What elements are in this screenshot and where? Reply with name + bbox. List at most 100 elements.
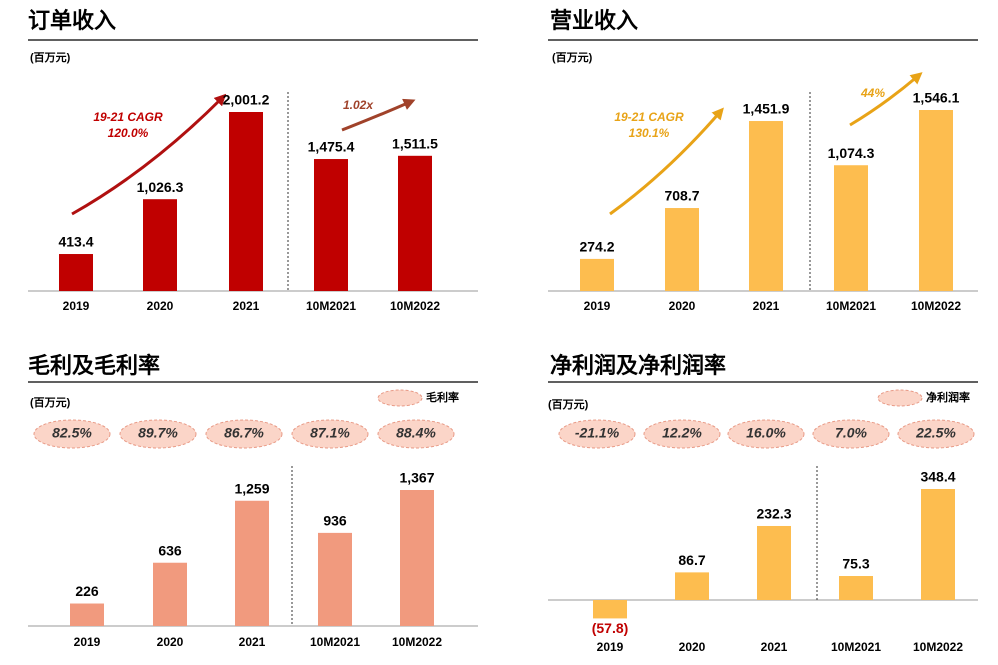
annotation: 44% [860, 86, 885, 100]
margin-label: 16.0% [746, 425, 786, 441]
value-label: 1,451.9 [743, 101, 790, 117]
x-tick-label: 10M2022 [392, 635, 442, 649]
annotation: 19-21 CAGR [614, 110, 684, 124]
legend-label: 毛利率 [426, 390, 459, 404]
bar [70, 603, 104, 626]
legend-swatch [377, 389, 423, 407]
bar [235, 500, 269, 626]
margin-bubble [643, 419, 721, 449]
chart-title: 订单收入 [28, 8, 116, 33]
margin-label: 86.7% [224, 425, 264, 441]
value-label: 1,367 [399, 470, 434, 486]
x-tick-label: 2020 [669, 299, 696, 313]
margin-bubble [727, 419, 805, 449]
x-tick-label: 2019 [597, 640, 624, 654]
value-label: 708.7 [664, 188, 699, 204]
bar [665, 208, 699, 291]
value-label: 1,026.3 [137, 179, 184, 195]
value-label: 1,259 [234, 480, 269, 496]
unit-label: (百万元) [552, 51, 593, 64]
bar [749, 121, 783, 291]
x-tick-label: 2020 [147, 299, 174, 313]
bar [757, 525, 791, 600]
chart-title: 营业收入 [550, 8, 638, 33]
bar [229, 112, 263, 291]
chart-title: 毛利及毛利率 [28, 353, 160, 378]
margin-bubble [812, 419, 890, 449]
margin-label: 87.1% [310, 425, 350, 441]
value-label: 413.4 [58, 234, 93, 250]
x-tick-label: 10M2022 [913, 640, 963, 654]
value-label: 348.4 [920, 469, 955, 485]
growth-arrow [849, 72, 923, 127]
bar [59, 254, 93, 291]
margin-label: 22.5% [915, 425, 956, 441]
x-tick-label: 10M2022 [390, 299, 440, 313]
x-tick-label: 2021 [239, 635, 266, 649]
x-tick-label: 2021 [761, 640, 788, 654]
x-tick-label: 2019 [584, 299, 611, 313]
bar [919, 110, 953, 291]
x-tick-label: 2020 [679, 640, 706, 654]
unit-label: (百万元) [548, 398, 589, 411]
bar [580, 258, 614, 291]
value-label: 274.2 [579, 239, 614, 255]
bar [400, 490, 434, 626]
value-label: 1,546.1 [913, 90, 960, 106]
margin-bubble [119, 419, 197, 449]
bar [314, 159, 348, 291]
bar [398, 155, 432, 291]
margin-label: 12.2% [662, 425, 702, 441]
margin-label: -21.1% [575, 425, 620, 441]
bar [839, 576, 873, 600]
annotation: 130.1% [629, 126, 670, 140]
margin-bubble [377, 419, 455, 449]
margin-bubble [897, 419, 975, 449]
x-tick-label: 2020 [157, 635, 184, 649]
margin-bubble [205, 419, 283, 449]
growth-arrow [609, 107, 724, 216]
value-label: 1,475.4 [308, 139, 355, 155]
x-tick-label: 10M2021 [826, 299, 876, 313]
value-label: 1,074.3 [828, 145, 875, 161]
annotation: 19-21 CAGR [93, 110, 163, 124]
value-label: (57.8) [592, 620, 629, 636]
annotation: 120.0% [108, 126, 149, 140]
annotation: 1.02x [343, 98, 374, 112]
legend-label: 净利润率 [926, 390, 970, 404]
value-label: 86.7 [678, 552, 705, 568]
bar [675, 572, 709, 600]
chart-title: 净利润及净利润率 [550, 353, 726, 378]
margin-bubble [291, 419, 369, 449]
x-tick-label: 2021 [233, 299, 260, 313]
growth-arrow [341, 98, 416, 132]
bar [834, 165, 868, 291]
margin-label: 82.5% [52, 425, 92, 441]
bar [153, 562, 187, 626]
margin-bubble [33, 419, 111, 449]
margin-bubble [558, 419, 636, 449]
growth-arrow [71, 93, 227, 216]
x-tick-label: 10M2021 [306, 299, 356, 313]
value-label: 75.3 [842, 556, 869, 572]
bar [318, 532, 352, 626]
x-tick-label: 10M2021 [310, 635, 360, 649]
margin-label: 89.7% [138, 425, 178, 441]
margin-label: 88.4% [396, 425, 436, 441]
value-label: 2,001.2 [223, 92, 270, 108]
value-label: 1,511.5 [392, 136, 438, 152]
unit-label: (百万元) [30, 51, 71, 64]
value-label: 226 [75, 583, 99, 599]
value-label: 936 [323, 513, 347, 529]
x-tick-label: 10M2022 [911, 299, 961, 313]
bar [143, 199, 177, 291]
value-label: 636 [158, 542, 182, 558]
unit-label: (百万元) [30, 396, 71, 409]
x-tick-label: 2019 [74, 635, 101, 649]
x-tick-label: 10M2021 [831, 640, 881, 654]
margin-label: 7.0% [835, 425, 867, 441]
legend-swatch [877, 389, 923, 407]
bar [593, 600, 627, 619]
value-label: 232.3 [756, 506, 791, 522]
